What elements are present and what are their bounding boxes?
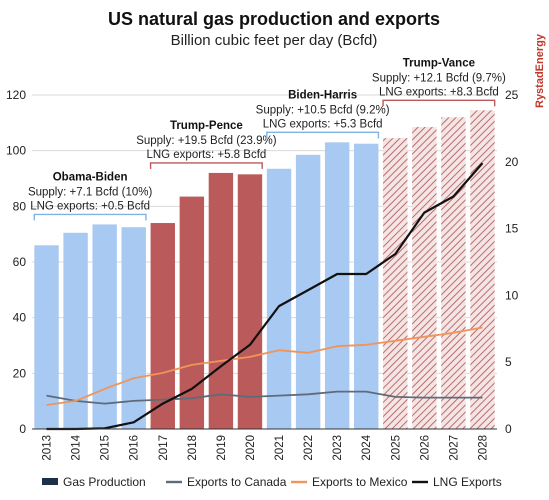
era-bracket bbox=[33, 213, 147, 221]
legend-label: Gas Production bbox=[63, 475, 146, 489]
right-tick-label: 0 bbox=[505, 422, 512, 436]
bar-2018 bbox=[179, 196, 205, 429]
chart-subtitle: Billion cubic feet per day (Bcfd) bbox=[171, 32, 378, 49]
legend-label: Exports to Canada bbox=[187, 475, 287, 489]
era-name-label: Biden-Harris bbox=[288, 89, 357, 101]
legend-swatch bbox=[42, 478, 58, 485]
bar-2023 bbox=[324, 142, 350, 430]
era-supply-label: Supply: +10.5 Bcfd (9.2%) bbox=[256, 104, 390, 116]
left-tick-label: 20 bbox=[13, 366, 27, 380]
era-name-label: Trump-Pence bbox=[170, 120, 243, 132]
legend-label: Exports to Mexico bbox=[312, 475, 408, 489]
bar-2022 bbox=[295, 154, 321, 429]
left-tick-label: 120 bbox=[6, 88, 26, 102]
era-bracket bbox=[149, 162, 263, 169]
x-tick-label: 2014 bbox=[71, 434, 83, 460]
series-line-exports-to-canada bbox=[46, 390, 483, 405]
series-line-exports-to-mexico bbox=[46, 326, 483, 406]
chart-title: US natural gas production and exports bbox=[108, 9, 440, 29]
x-tick-label: 2013 bbox=[42, 435, 54, 461]
bar-2025 bbox=[383, 138, 408, 429]
right-tick-label: 15 bbox=[505, 222, 519, 236]
era-supply-label: Supply: +19.5 Bcfd (23.9%) bbox=[136, 135, 276, 147]
right-tick-label: 10 bbox=[505, 288, 519, 302]
x-tick-label: 2020 bbox=[245, 435, 257, 461]
left-tick-label: 0 bbox=[19, 422, 26, 436]
x-tick-label: 2021 bbox=[274, 435, 286, 461]
era-name-label: Trump-Vance bbox=[403, 57, 475, 69]
x-tick-label: 2022 bbox=[303, 435, 315, 461]
era-name-label: Obama-Biden bbox=[53, 171, 128, 183]
legend-label: LNG Exports bbox=[433, 475, 502, 489]
x-tick-label: 2025 bbox=[390, 435, 402, 461]
left-tick-label: 60 bbox=[13, 255, 27, 269]
series-lines bbox=[46, 162, 484, 431]
brand-label: RystadEnergy bbox=[534, 33, 546, 108]
era-lng-label: LNG exports: +8.3 Bcfd bbox=[379, 86, 499, 98]
bar-2015 bbox=[92, 224, 117, 429]
bar-2027 bbox=[441, 117, 466, 430]
era-bracket bbox=[382, 99, 496, 107]
left-tick-label: 80 bbox=[13, 199, 27, 213]
legend: Gas Production Exports to Canada Exports t… bbox=[42, 475, 502, 489]
left-tick-label: 100 bbox=[6, 144, 26, 158]
era-bracket bbox=[266, 131, 380, 139]
x-tick-label: 2024 bbox=[361, 434, 373, 460]
x-tick-label: 2015 bbox=[100, 435, 112, 461]
right-tick-label: 5 bbox=[505, 355, 512, 369]
right-tick-label: 25 bbox=[505, 88, 519, 102]
bar-2013 bbox=[34, 245, 59, 429]
bar-2016 bbox=[121, 227, 146, 429]
bar-2020 bbox=[237, 174, 263, 429]
bar-2021 bbox=[266, 168, 292, 429]
bar-2017 bbox=[150, 223, 175, 429]
x-tick-label: 2026 bbox=[419, 435, 431, 461]
bars bbox=[34, 110, 495, 430]
bar-2028 bbox=[470, 110, 495, 429]
x-tick-label: 2023 bbox=[332, 435, 344, 461]
era-lng-label: LNG exports: +0.5 Bcfd bbox=[30, 200, 150, 212]
era-annotations: LNG exports: +0.5 Bcfd Supply: +7.1 Bcfd … bbox=[28, 57, 506, 221]
era-supply-label: Supply: +12.1 Bcfd (9.7%) bbox=[372, 72, 506, 84]
x-tick-label: 2028 bbox=[477, 435, 489, 461]
bar-2014 bbox=[63, 232, 88, 429]
era-lng-label: LNG exports: +5.8 Bcfd bbox=[146, 149, 266, 161]
era-lng-label: LNG exports: +5.3 Bcfd bbox=[263, 118, 383, 130]
x-tick-label: 2019 bbox=[216, 435, 228, 461]
x-tick-label: 2018 bbox=[187, 435, 199, 461]
bar-2024 bbox=[354, 143, 379, 430]
x-tick-label: 2017 bbox=[158, 435, 170, 461]
bar-2019 bbox=[208, 172, 234, 429]
series-line-lng-exports bbox=[46, 162, 484, 431]
bar-2026 bbox=[412, 127, 437, 429]
x-tick-label: 2016 bbox=[129, 435, 141, 461]
era-supply-label: Supply: +7.1 Bcfd (10%) bbox=[28, 186, 153, 198]
x-tick-label: 2027 bbox=[448, 435, 460, 461]
left-tick-label: 40 bbox=[13, 311, 27, 325]
right-tick-label: 20 bbox=[505, 155, 519, 169]
